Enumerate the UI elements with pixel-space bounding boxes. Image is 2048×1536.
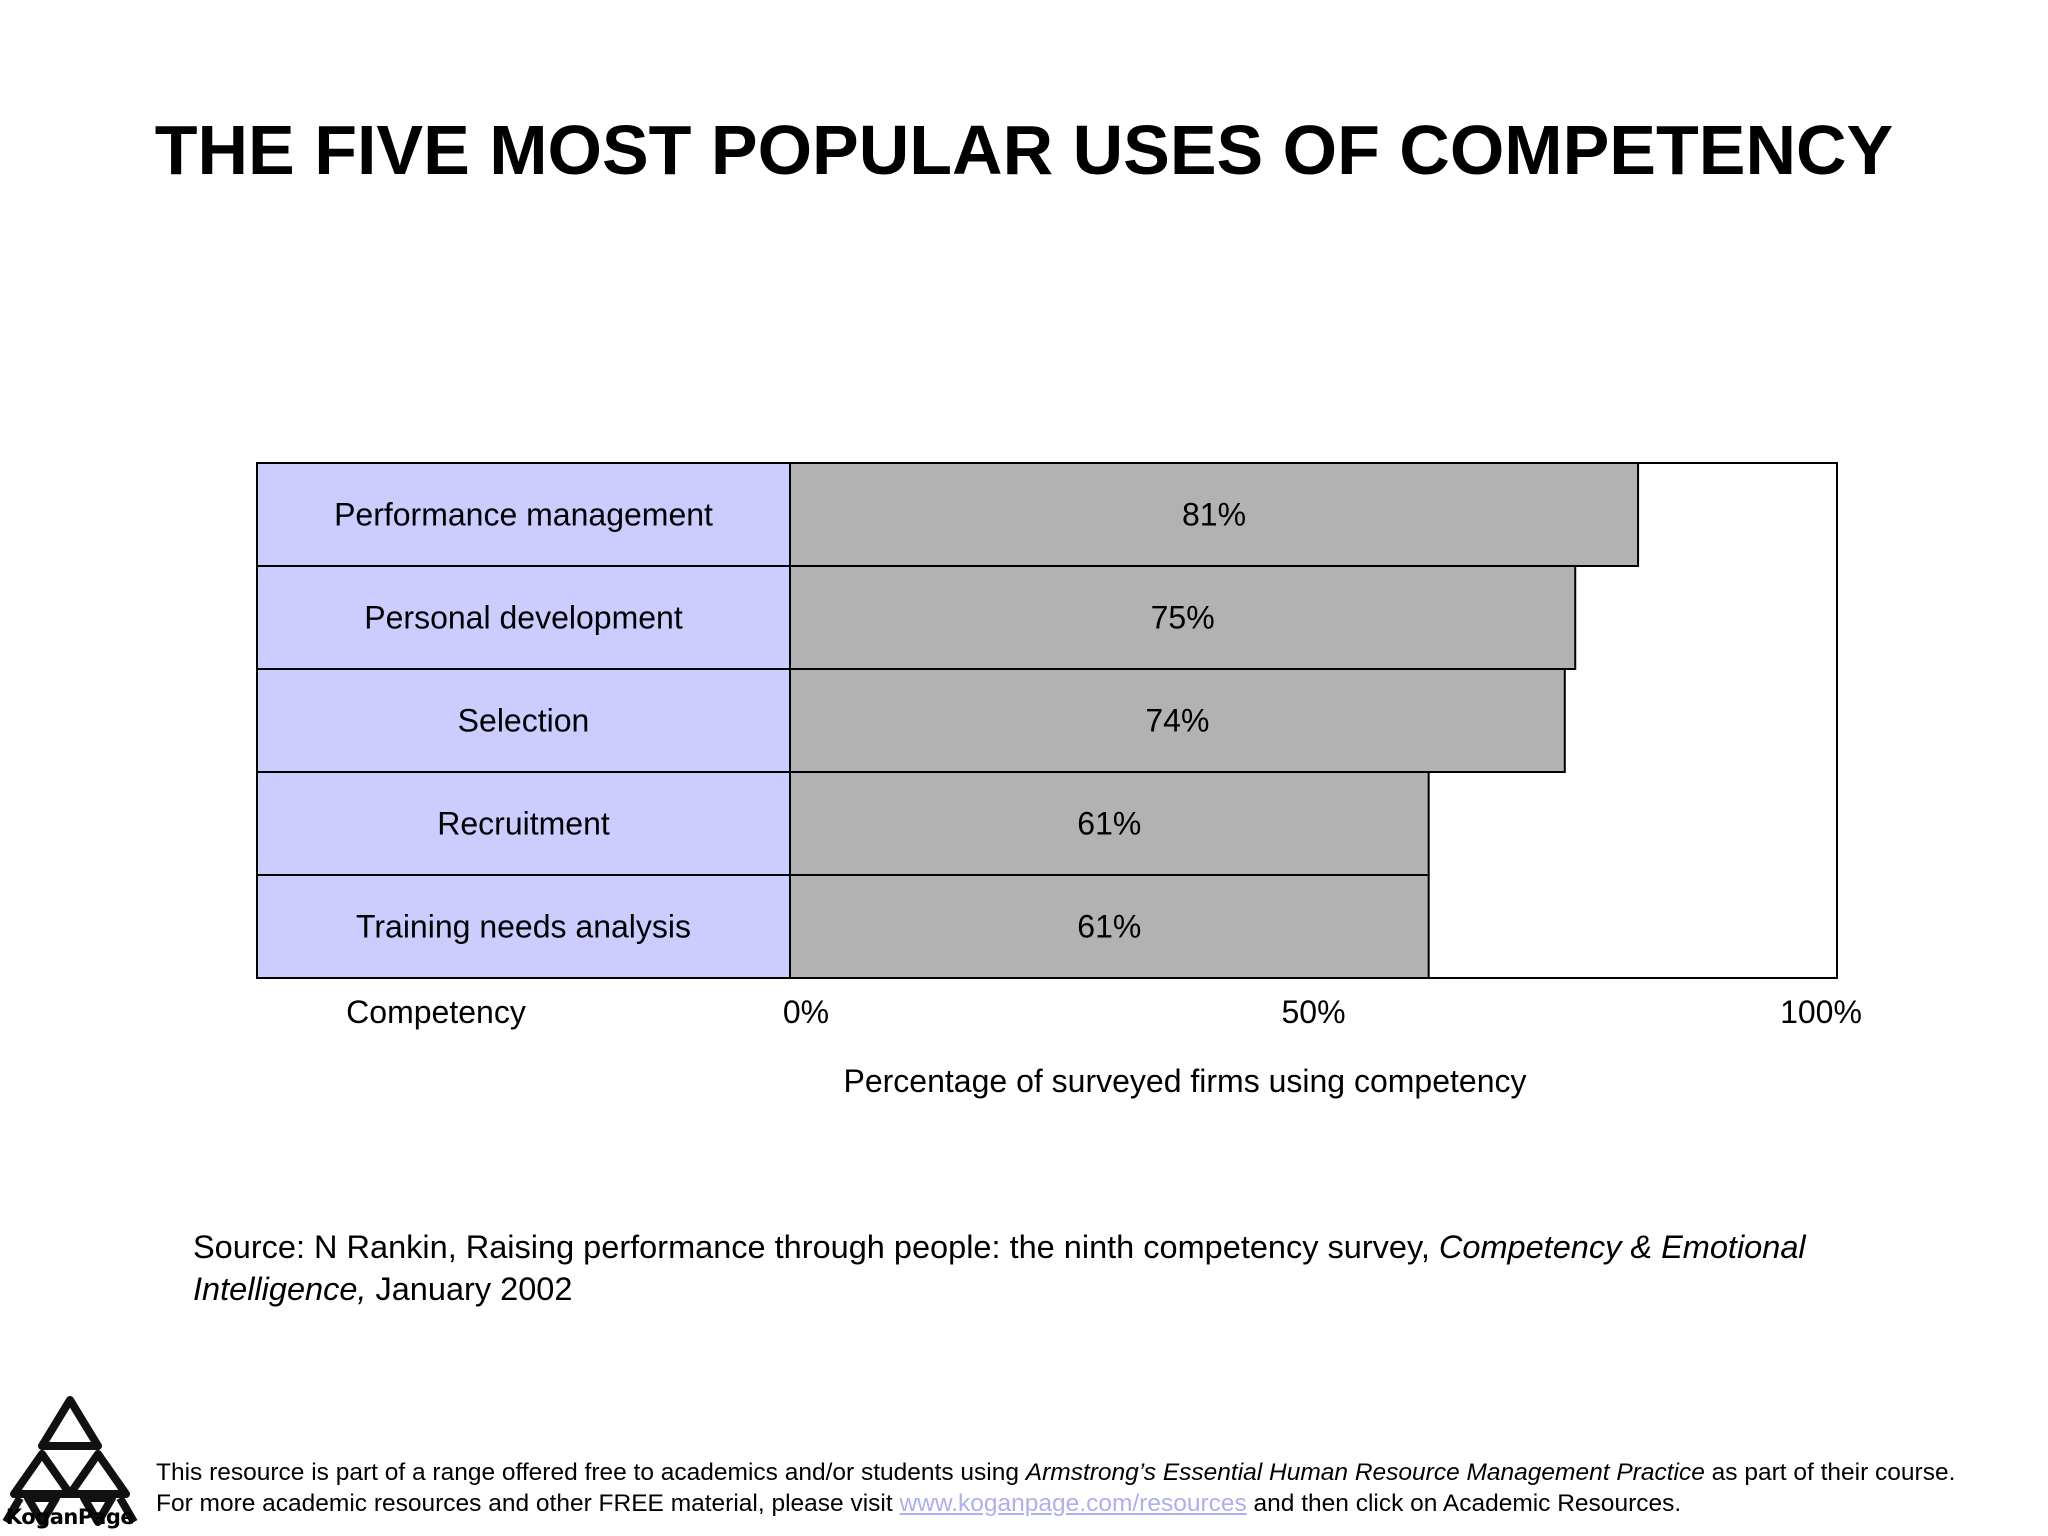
logo-wordmark: KoganPage — [5, 1505, 135, 1529]
source-suffix: January 2002 — [366, 1271, 573, 1307]
category-label: Performance management — [334, 497, 713, 533]
footer-line-2: For more academic resources and other FR… — [156, 1490, 1682, 1517]
bar-value-label: 74% — [1145, 703, 1209, 739]
bar — [789, 771, 1430, 876]
resources-link[interactable]: www.koganpage.com/resources — [899, 1490, 1247, 1517]
bar-row: Recruitment 61% — [256, 771, 1430, 876]
source-prefix: Source: N Rankin, Raising performance th… — [193, 1229, 1439, 1265]
footer-line-1: This resource is part of a range offered… — [156, 1459, 1956, 1486]
kogan-page-triangles-logo-icon — [2, 1396, 138, 1526]
source-citation: Source: N Rankin, Raising performance th… — [193, 1226, 1913, 1310]
category-cell — [256, 771, 791, 876]
page-title: THE FIVE MOST POPULAR USES OF COMPETENCY — [154, 111, 1894, 189]
category-cell — [256, 462, 791, 567]
category-label: Training needs analysis — [356, 909, 691, 945]
category-axis-label: Competency — [346, 994, 526, 1030]
bar-chart: Performance management 81% Personal develo… — [256, 462, 1862, 1099]
bar-value-label: 61% — [1077, 806, 1141, 842]
footer-note: This resource is part of a range offered… — [156, 1457, 2048, 1519]
bar — [789, 874, 1430, 979]
category-cell — [256, 874, 791, 979]
source-journal: Competency & Emotional Intelligence, — [193, 1229, 1806, 1307]
bar — [789, 668, 1566, 773]
bar-row: Selection 74% — [256, 668, 1566, 773]
bar-row: Training needs analysis 61% — [256, 874, 1430, 979]
category-label: Personal development — [364, 600, 683, 636]
bar-value-label: 61% — [1077, 909, 1141, 945]
book-title: Armstrong’s Essential Human Resource Man… — [1025, 1459, 1705, 1486]
category-label: Recruitment — [437, 806, 610, 842]
bar-row: Personal development 75% — [256, 565, 1577, 670]
category-label: Selection — [458, 703, 590, 739]
x-tick-label: 50% — [1281, 994, 1345, 1030]
category-cell — [256, 565, 791, 670]
bar-row: Performance management 81% — [256, 462, 1640, 567]
bar-value-label: 75% — [1151, 600, 1215, 636]
bar — [789, 462, 1640, 567]
x-axis-label: Percentage of surveyed firms using compe… — [844, 1063, 1527, 1099]
x-tick-label: 0% — [783, 994, 829, 1030]
x-tick-label: 100% — [1780, 994, 1862, 1030]
bar-value-label: 81% — [1182, 497, 1246, 533]
